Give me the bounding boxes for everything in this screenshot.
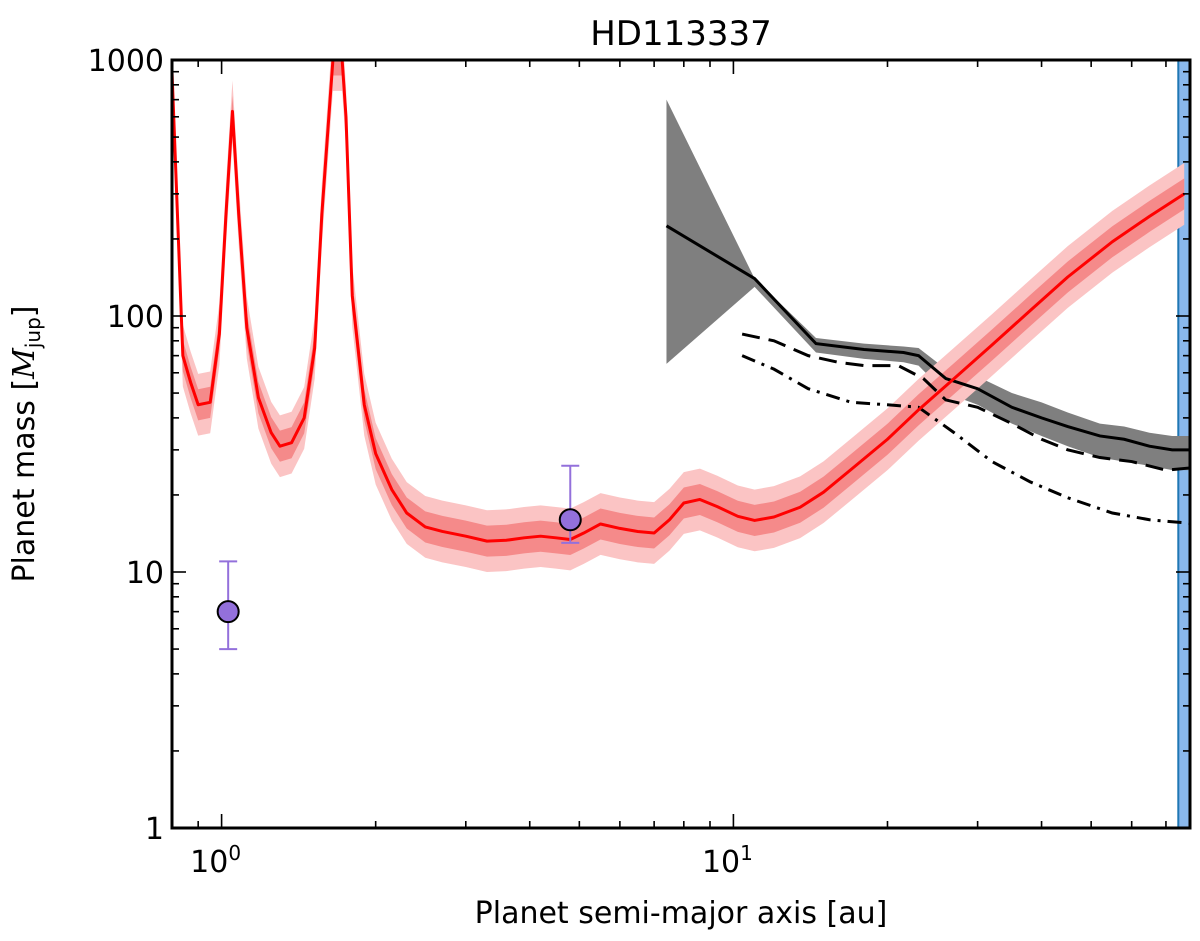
- plot-area: [172, 60, 1190, 828]
- y-axis-label: Planet mass [Mjup]: [7, 305, 45, 582]
- y-axis-label-text: Planet mass [: [7, 379, 42, 583]
- x-tick-label: 100: [190, 841, 241, 880]
- x-tick-exponent: 1: [740, 841, 753, 865]
- y-axis-label-symbol: M: [7, 347, 42, 380]
- imaging-dashed-line: [741, 332, 1190, 472]
- y-tick-label: 1000: [88, 44, 164, 79]
- rv-limit-line: [172, 60, 1186, 543]
- x-tick-exponent: 0: [228, 841, 241, 865]
- y-tick-label: 100: [107, 300, 164, 335]
- y-tick-label: 1: [145, 812, 164, 847]
- planet-marker: [216, 600, 240, 624]
- imaging-band: [666, 99, 1190, 471]
- chart-title: HD113337: [590, 14, 772, 54]
- axes-frame: [170, 58, 1192, 830]
- x-tick-base: 10: [702, 845, 740, 880]
- y-tick-label: 10: [126, 556, 164, 591]
- imaging-dashdot-line: [741, 354, 1190, 525]
- y-axis-label-subscript: jup: [21, 317, 45, 349]
- x-tick-label: 101: [702, 841, 753, 880]
- x-axis-label: Planet semi-major axis [au]: [475, 896, 888, 931]
- imaging-limit-line: [665, 224, 1190, 452]
- x-tick-base: 10: [190, 845, 228, 880]
- y-axis-label-bracket: ]: [7, 305, 42, 317]
- tick-marks: [171, 60, 1190, 829]
- planet-marker: [558, 508, 582, 532]
